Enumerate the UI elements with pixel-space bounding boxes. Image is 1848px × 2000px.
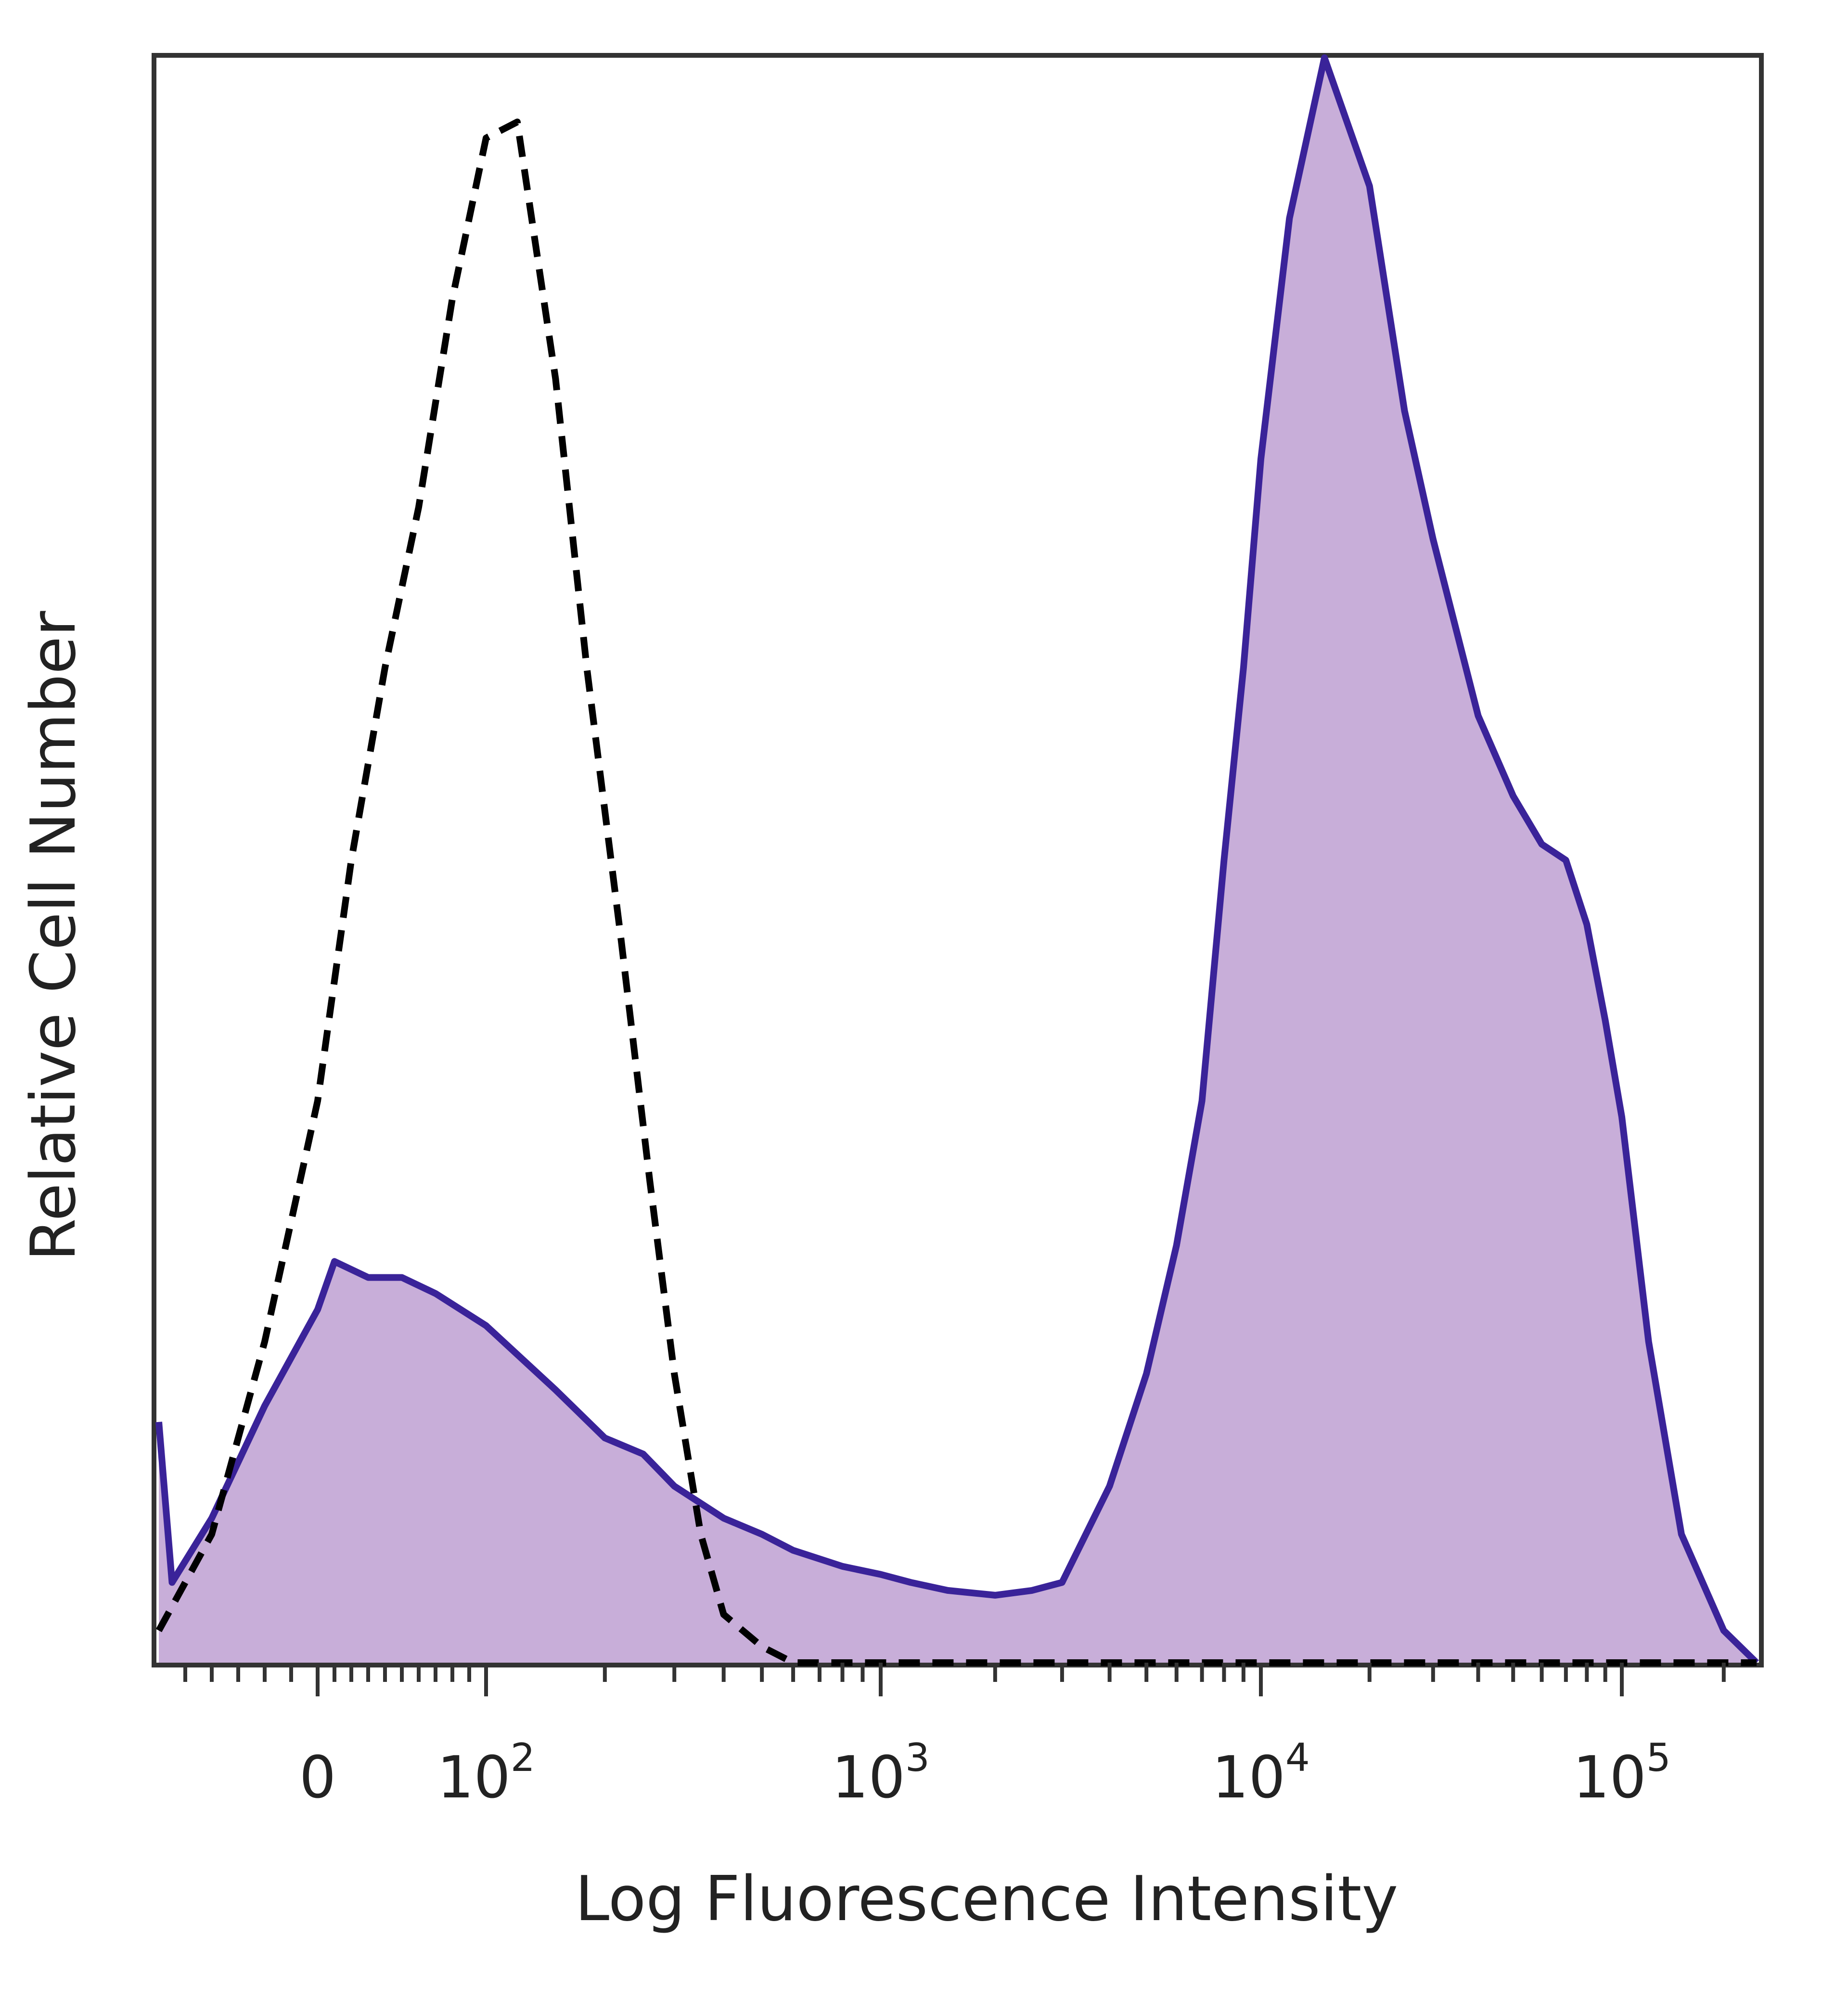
control-histogram-line (155, 118, 1757, 1666)
x-tick-label: 0 (299, 1744, 336, 1811)
x-tick-label: 104 (1212, 1735, 1310, 1811)
plot-frame (152, 53, 1764, 1667)
y-axis-title: Relative Cell Number (18, 611, 90, 1261)
x-axis-ticks (183, 1663, 1726, 1696)
stained-histogram-line (155, 54, 1759, 1666)
series-layer (155, 54, 1759, 1666)
stained-histogram-fill (159, 58, 1757, 1663)
x-tick-label: 102 (437, 1735, 535, 1811)
x-axis-tick-labels: 0 102 103 104 105 (299, 1735, 1671, 1811)
x-axis-title: Log Fluorescence Intensity (575, 1863, 1398, 1935)
x-tick-label: 103 (832, 1735, 930, 1811)
x-tick-label: 105 (1573, 1735, 1671, 1811)
